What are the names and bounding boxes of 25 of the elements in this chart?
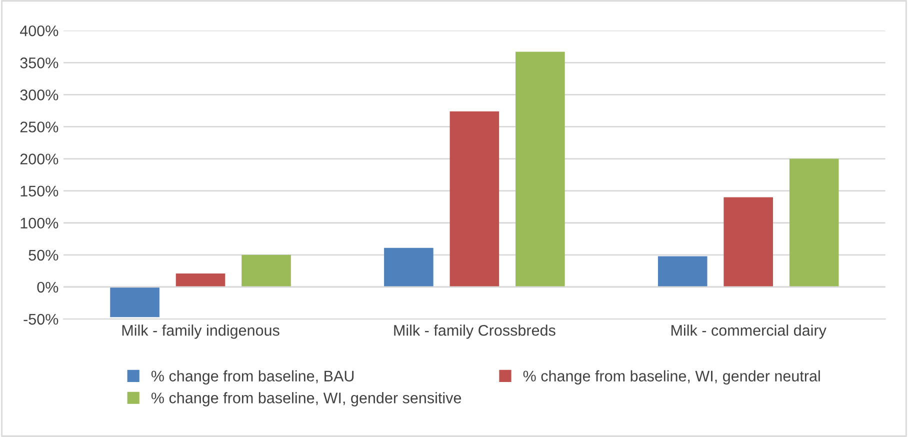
y-tick-label: 400% xyxy=(20,25,58,36)
bar xyxy=(384,248,434,287)
bar xyxy=(450,111,500,287)
bar xyxy=(724,197,773,287)
legend-label: % change from baseline, WI, gender sensitive xyxy=(151,392,462,406)
x-tick-label: Milk - family Crossbreds xyxy=(394,324,556,339)
legend-label: % change from baseline, BAU xyxy=(151,370,354,384)
y-tick-label: 300% xyxy=(20,90,58,100)
y-tick-label: -50% xyxy=(24,314,58,325)
bar xyxy=(658,256,708,287)
y-tick-label: 0% xyxy=(37,282,58,293)
y-tick-label: 200% xyxy=(20,154,58,164)
legend-label: % change from baseline, WI, gender neutral xyxy=(523,370,820,384)
x-tick-label: Milk - family indigenous xyxy=(122,324,280,339)
y-tick-label: 250% xyxy=(20,122,58,132)
bar xyxy=(516,52,565,287)
x-tick-label: Milk - commercial dairy xyxy=(672,324,826,339)
bar xyxy=(176,274,226,287)
y-tick-label: 150% xyxy=(20,186,58,197)
y-tick-label: 100% xyxy=(20,218,58,229)
bar xyxy=(789,158,839,287)
bar xyxy=(242,254,291,287)
y-tick-label: 350% xyxy=(20,58,58,68)
y-tick-label: 50% xyxy=(28,250,58,261)
bar xyxy=(110,286,160,318)
